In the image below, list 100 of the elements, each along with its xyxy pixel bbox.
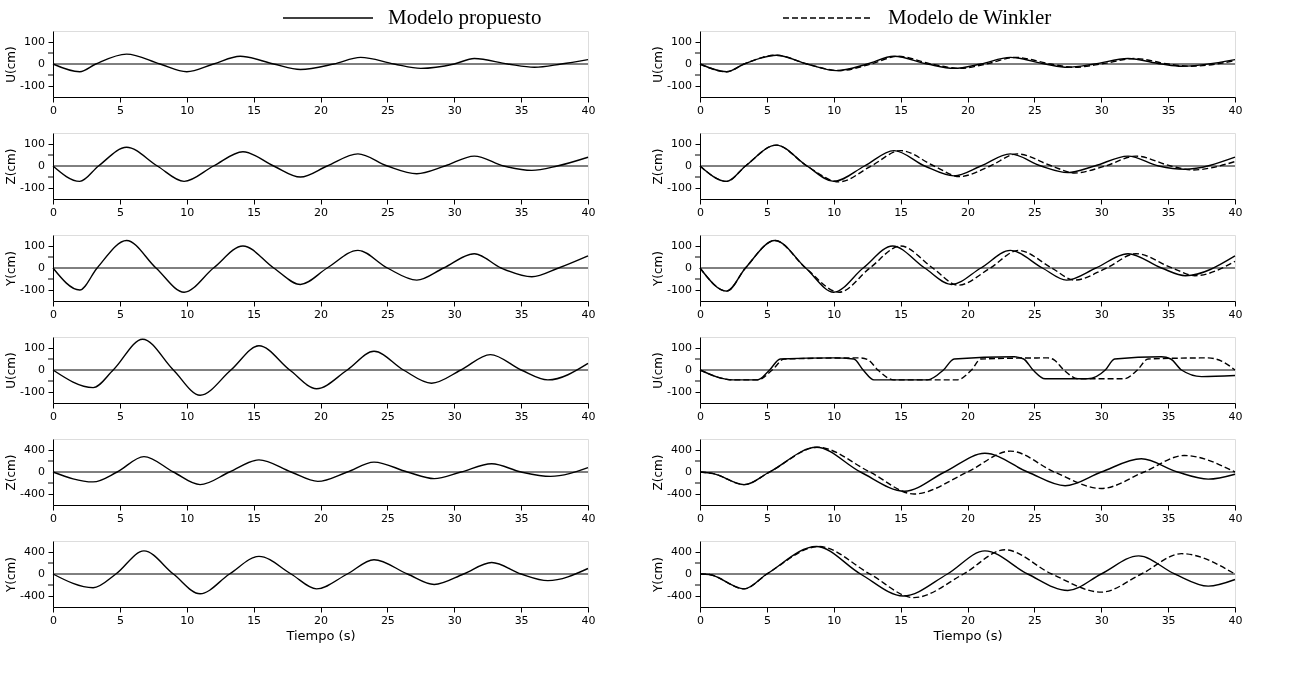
- y-tick-label: 0: [38, 363, 45, 376]
- y-tick-label: 400: [671, 443, 692, 456]
- y-tick-label: -100: [20, 283, 45, 296]
- y-tick-label: -100: [20, 385, 45, 398]
- x-tick-label: 15: [247, 307, 262, 321]
- x-tick-label: 10: [180, 307, 195, 321]
- y-tick-label: 0: [685, 465, 692, 478]
- x-tick-label: 10: [827, 307, 842, 321]
- x-tick-label: 40: [1228, 409, 1243, 423]
- x-tick-label: 5: [763, 307, 771, 321]
- x-tick-label: 35: [1161, 511, 1176, 525]
- x-tick-label: 0: [697, 307, 704, 321]
- x-tick-label: 35: [1161, 409, 1176, 423]
- x-tick-label: 0: [697, 205, 704, 219]
- y-axis-title: Z(cm): [4, 148, 18, 185]
- x-tick-label: 35: [514, 307, 529, 321]
- x-tick-label: 0: [697, 613, 704, 627]
- x-tick-label: 5: [116, 409, 124, 423]
- y-tick-label: 100: [671, 239, 692, 252]
- x-tick-label: 30: [447, 103, 462, 117]
- x-tick-label: 40: [1228, 613, 1243, 627]
- x-tick-label: 30: [1094, 409, 1109, 423]
- x-tick-label: 10: [827, 103, 842, 117]
- x-tick-label: 25: [380, 103, 395, 117]
- y-tick-label: 0: [38, 567, 45, 580]
- x-tick-label: 0: [697, 103, 704, 117]
- x-tick-label: 40: [1228, 205, 1243, 219]
- y-tick-label: 100: [671, 35, 692, 48]
- x-tick-label: 20: [314, 307, 328, 321]
- y-tick-label: -400: [667, 589, 692, 602]
- x-tick-label: 10: [180, 613, 195, 627]
- x-tick-label: 10: [827, 205, 842, 219]
- x-tick-label: 15: [894, 409, 909, 423]
- x-tick-label: 5: [763, 511, 771, 525]
- y-axis-title: U(cm): [651, 352, 665, 389]
- x-tick-label: 35: [514, 409, 529, 423]
- y-tick-label: 100: [24, 137, 45, 150]
- x-tick-label: 5: [763, 205, 771, 219]
- y-axis-title: Y(cm): [651, 557, 665, 593]
- y-tick-label: 0: [38, 261, 45, 274]
- x-tick-label: 30: [1094, 511, 1109, 525]
- x-tick-label: 40: [581, 103, 596, 117]
- x-tick-label: 0: [50, 613, 57, 627]
- y-tick-label: 0: [685, 261, 692, 274]
- y-tick-label: 100: [24, 341, 45, 354]
- x-tick-label: 20: [314, 205, 328, 219]
- x-tick-label: 40: [581, 511, 596, 525]
- y-tick-label: 400: [671, 545, 692, 558]
- y-tick-label: -400: [667, 487, 692, 500]
- legend-label: Modelo propuesto: [388, 5, 542, 29]
- y-axis-title: Y(cm): [4, 557, 18, 593]
- x-tick-label: 25: [380, 307, 395, 321]
- y-axis-title: Y(cm): [4, 251, 18, 287]
- x-tick-label: 5: [763, 409, 771, 423]
- x-tick-label: 15: [247, 103, 262, 117]
- x-tick-label: 5: [116, 307, 124, 321]
- x-tick-label: 10: [180, 409, 195, 423]
- y-tick-label: -100: [20, 181, 45, 194]
- x-tick-label: 40: [581, 613, 596, 627]
- x-axis-title: Tiempo (s): [285, 627, 356, 643]
- y-tick-label: 0: [38, 465, 45, 478]
- x-tick-label: 25: [380, 409, 395, 423]
- x-tick-label: 20: [961, 307, 975, 321]
- y-tick-label: 400: [24, 545, 45, 558]
- x-tick-label: 15: [894, 307, 909, 321]
- y-tick-label: -100: [667, 79, 692, 92]
- x-tick-label: 40: [581, 307, 596, 321]
- y-axis-title: Z(cm): [651, 148, 665, 185]
- x-tick-label: 10: [180, 103, 195, 117]
- x-tick-label: 25: [1027, 613, 1042, 627]
- x-tick-label: 5: [116, 613, 124, 627]
- x-tick-label: 25: [1027, 103, 1042, 117]
- y-tick-label: 0: [38, 57, 45, 70]
- x-tick-label: 20: [961, 103, 975, 117]
- x-tick-label: 25: [1027, 409, 1042, 423]
- y-tick-label: -100: [667, 283, 692, 296]
- x-tick-label: 35: [514, 511, 529, 525]
- x-tick-label: 0: [50, 103, 57, 117]
- y-tick-label: 100: [671, 341, 692, 354]
- x-tick-label: 40: [1228, 103, 1243, 117]
- x-tick-label: 15: [247, 511, 262, 525]
- y-tick-label: 100: [671, 137, 692, 150]
- x-tick-label: 35: [1161, 613, 1176, 627]
- y-tick-label: -400: [20, 589, 45, 602]
- x-tick-label: 5: [763, 613, 771, 627]
- x-tick-label: 10: [827, 613, 842, 627]
- x-tick-label: 20: [314, 409, 328, 423]
- y-tick-label: 0: [38, 159, 45, 172]
- x-tick-label: 25: [380, 613, 395, 627]
- y-axis-title: U(cm): [4, 352, 18, 389]
- y-axis-title: Z(cm): [651, 454, 665, 491]
- x-tick-label: 30: [1094, 613, 1109, 627]
- x-tick-label: 35: [1161, 103, 1176, 117]
- y-tick-label: -100: [20, 79, 45, 92]
- y-tick-label: 0: [685, 567, 692, 580]
- x-tick-label: 5: [116, 205, 124, 219]
- x-tick-label: 20: [961, 511, 975, 525]
- x-tick-label: 10: [827, 511, 842, 525]
- y-tick-label: 400: [24, 443, 45, 456]
- x-tick-label: 25: [1027, 307, 1042, 321]
